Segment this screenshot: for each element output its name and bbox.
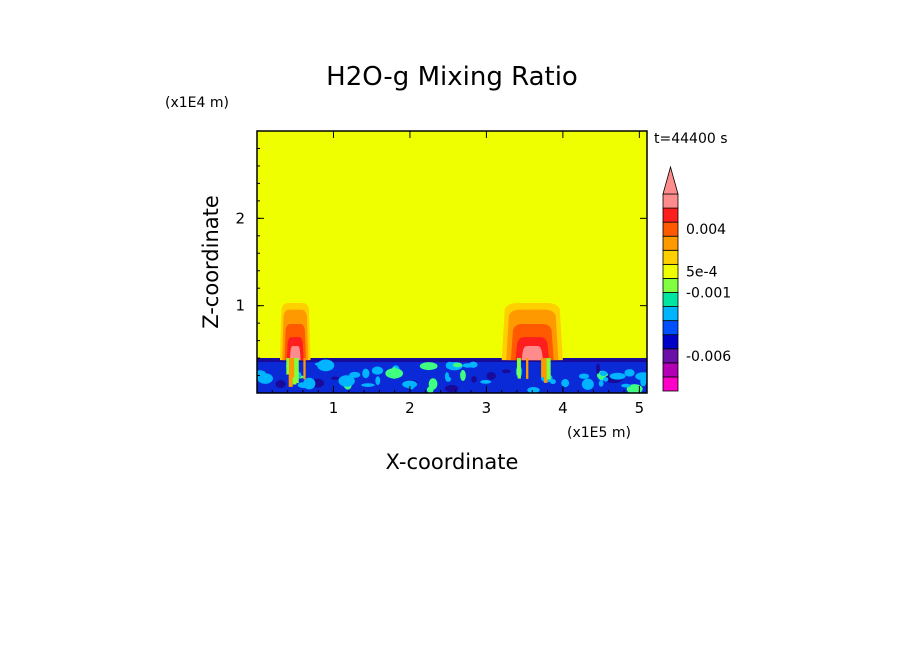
layer-patch [375,376,381,385]
colorbar-segment [662,376,679,392]
layer-patch [349,371,361,378]
layer-patch [581,378,594,390]
layer-patch [598,380,604,387]
layer-patch [603,377,609,382]
layer-patch [338,375,355,387]
layer-patch [257,373,274,384]
plume-1-stem [303,358,306,380]
colorbar: 0.004 5e-4 -0.001 -0.006 [662,165,731,392]
layer-patch [578,373,590,379]
layer-patch [444,372,450,381]
layer-patch [407,383,415,390]
layer-patch [330,376,340,380]
x-tick-label: 1 [329,399,339,417]
colorbar-extend-arrow [662,165,679,195]
colorbar-segment [662,207,679,223]
colorbar-label: -0.001 [686,286,731,302]
colorbar-segment [662,263,679,279]
layer-patch [371,366,384,375]
plume-2-stem [546,358,551,380]
layer-patch [480,379,492,384]
layer-patch [621,383,631,388]
layer-patch [445,361,454,370]
colorbar-segment [662,249,679,265]
layer-patch [460,369,466,381]
layer-patch [527,386,540,393]
layer-patch [486,371,496,380]
layer-patch [609,372,626,380]
x-tick-label: 4 [558,399,568,417]
colorbar-label: -0.006 [686,349,731,365]
plume-2-stem [517,358,521,379]
layer-patch [501,369,511,374]
colorbar-label: 0.004 [686,222,726,238]
layer-patch [385,368,404,379]
layer-patch [471,376,477,383]
plume-2-stem [543,358,548,383]
y-axis: 12 [235,147,647,377]
layer-patch [599,370,608,376]
boundary-layer-top [257,358,647,363]
chart-title: H2O-g Mixing Ratio [326,62,578,92]
x-tick-label: 3 [482,399,492,417]
y-tick-label: 2 [235,209,245,227]
colorbar-segment [662,292,679,307]
layer-patch [275,380,286,389]
plume-1-level [289,345,301,361]
plume-2-stem [541,358,545,378]
layer-patch [561,378,570,388]
time-label: t=44400 s [654,131,728,147]
layer-patch [428,378,438,390]
x-tick-label: 2 [405,399,415,417]
layer-patch [452,362,463,368]
plume-2-stem [526,358,529,379]
x-axis: 1 2 3 4 5 [271,131,645,417]
field-background [257,131,647,393]
layer-patch [361,383,375,387]
x-tick-label: 5 [635,399,645,417]
layer-patch [595,363,601,374]
layer-patch [314,362,328,366]
colorbar-segment [662,334,679,350]
y-axis-label: Z-coordinate [199,195,223,329]
colorbar-segment [662,306,679,322]
plot-frame [256,130,648,394]
colorbar-segment [662,235,679,251]
colorbar-segment [662,278,679,293]
layer-patch [624,369,635,377]
x-unit-label: (x1E5 m) [567,425,631,441]
layer-patch [362,368,370,379]
layer-patch [626,384,643,393]
plume-1-stem [288,358,293,387]
colorbar-segment [662,362,679,378]
colorbar-segment [662,320,679,336]
colorbar-label: 5e-4 [686,264,718,280]
plume-1-stem [295,358,299,384]
layer-patch [444,384,459,393]
y-unit-label: (x1E4 m) [165,95,229,111]
layer-patch [419,362,438,371]
x-axis-label: X-coordinate [386,450,519,474]
colorbar-segment [662,348,679,364]
layer-patch [462,363,473,368]
colorbar-segment [662,221,679,237]
y-tick-label: 1 [235,297,245,315]
colorbar-segment [662,193,679,209]
plot-area [257,131,647,393]
plume-1-stem [286,358,290,375]
plume-1-stem [292,358,295,378]
plume-2-level [521,345,543,361]
layer-patch [303,377,316,390]
layer-patch [640,377,647,387]
